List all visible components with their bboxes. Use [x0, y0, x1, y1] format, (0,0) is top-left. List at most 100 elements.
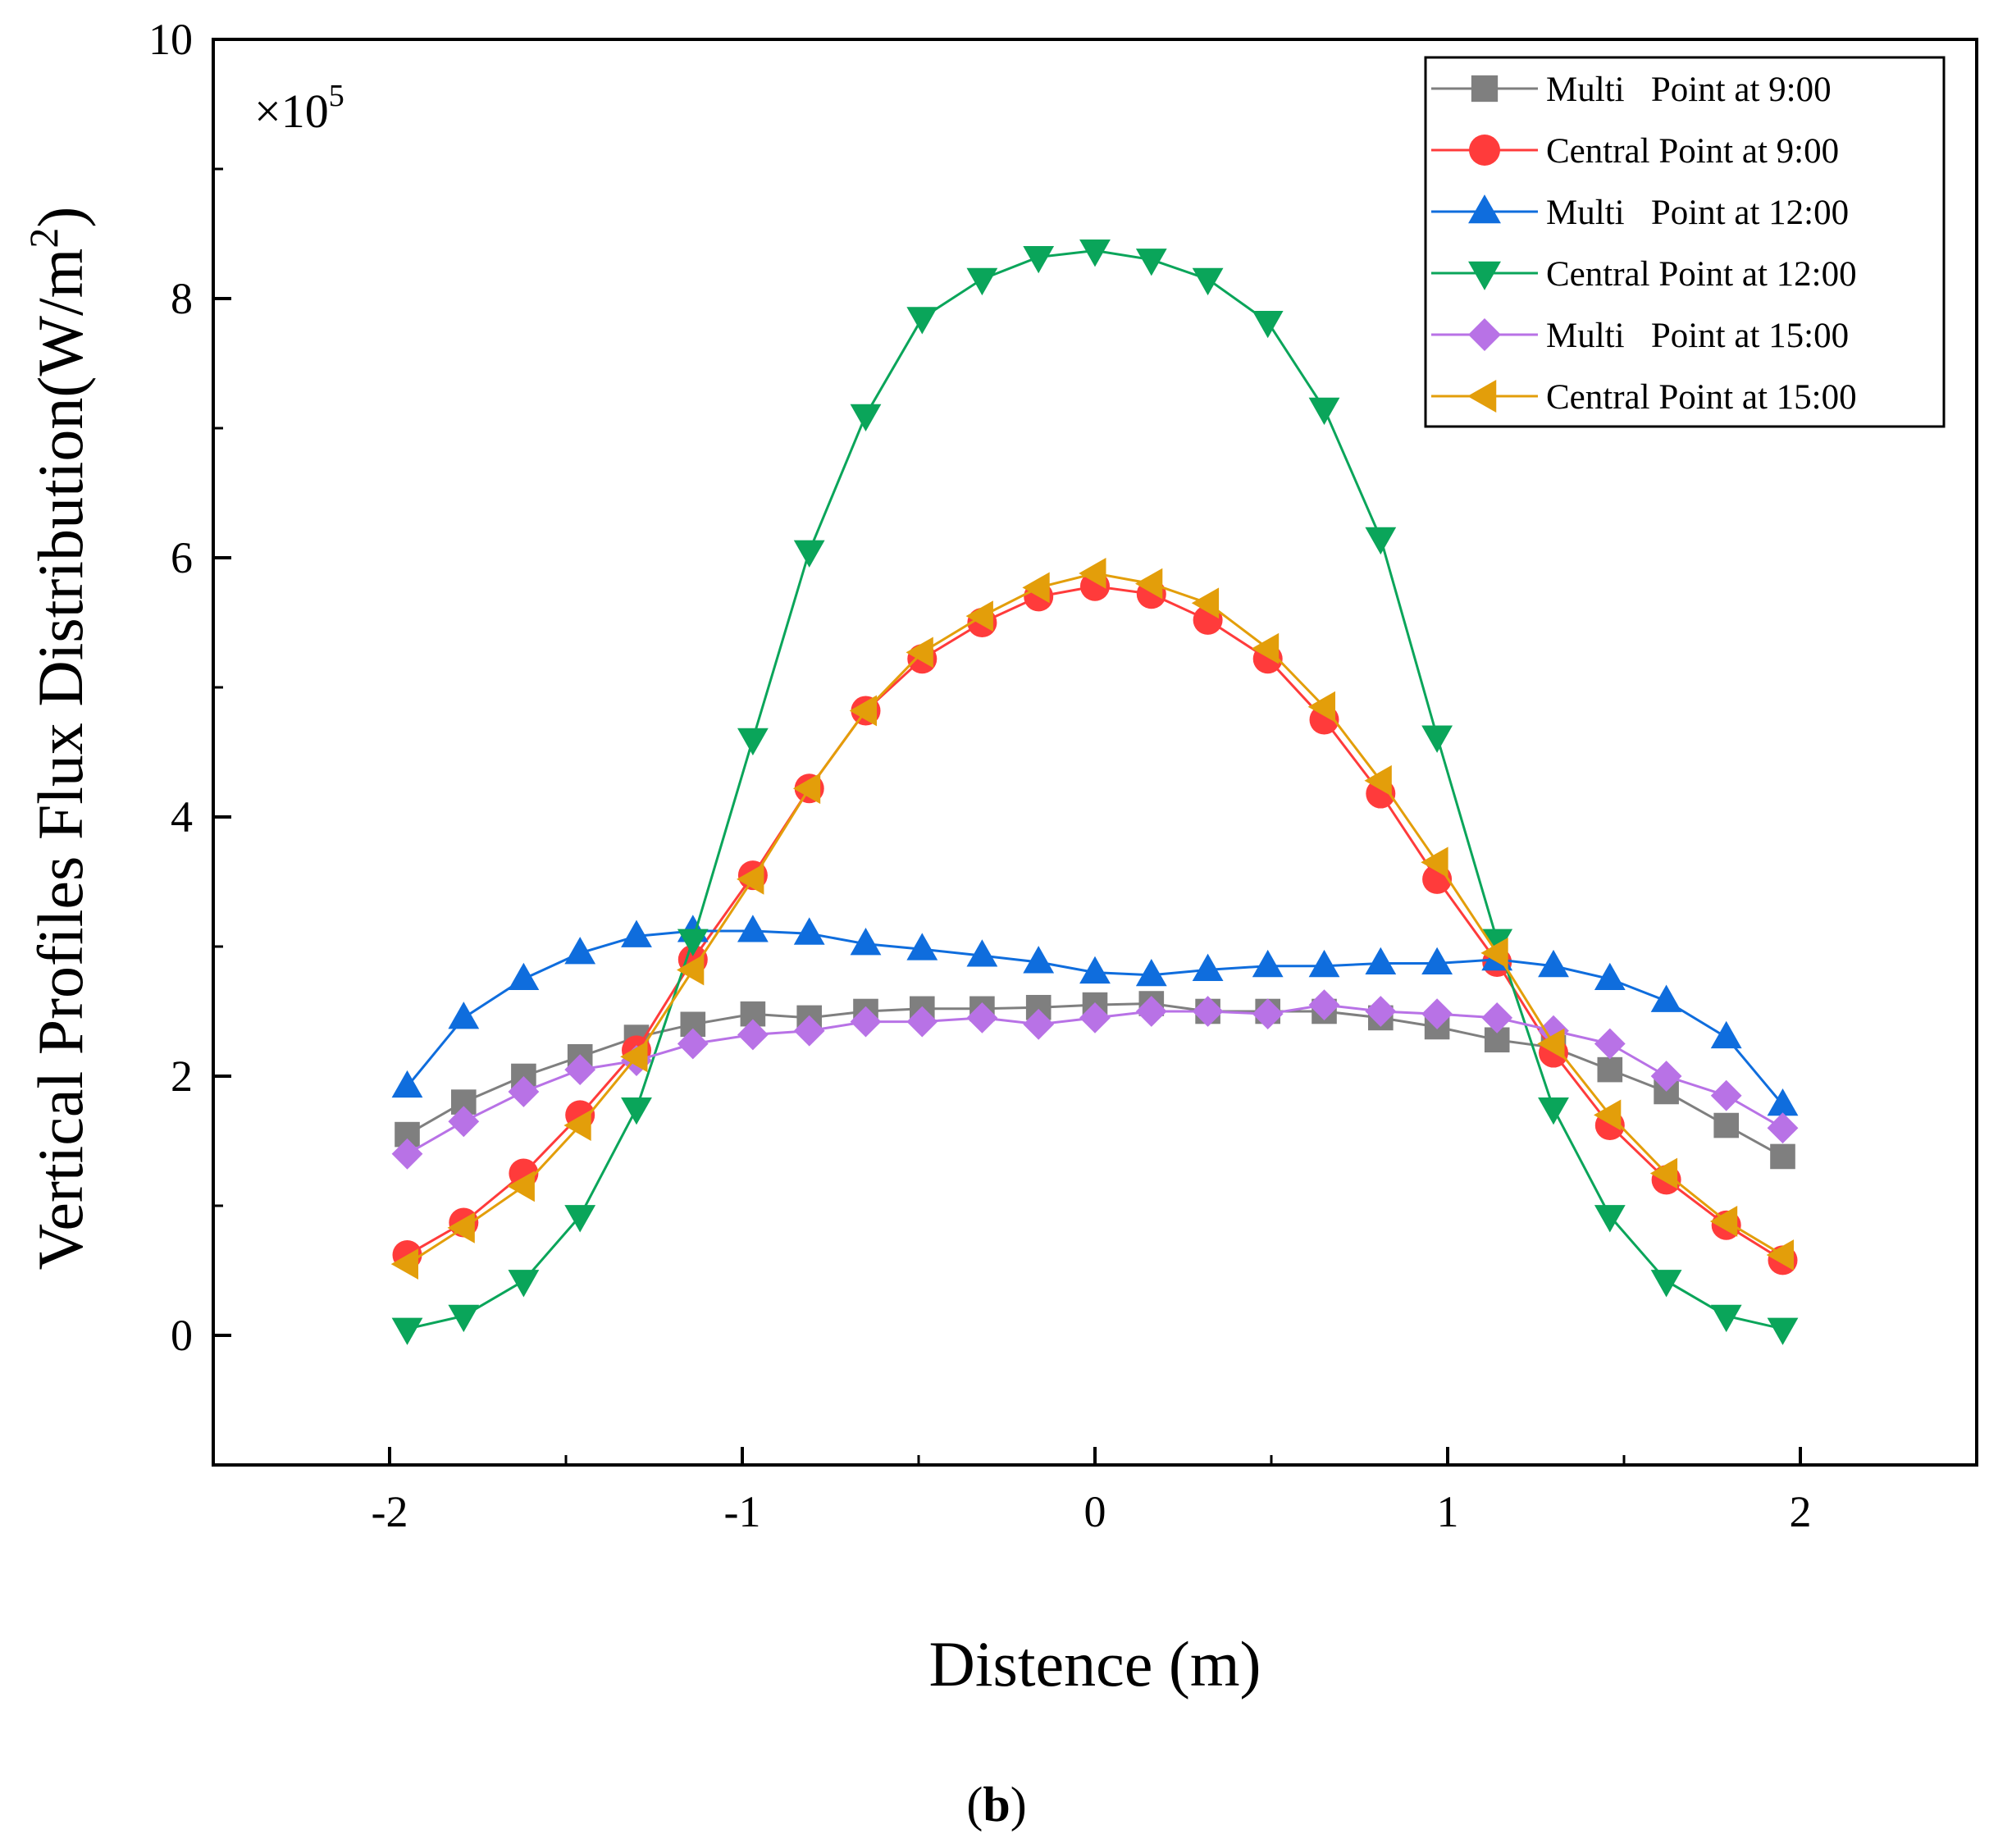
data-point-diamond: [966, 1002, 998, 1034]
data-point-triangle-left: [906, 637, 933, 668]
data-point-triangle-up: [564, 937, 596, 965]
data-point-diamond: [1767, 1112, 1799, 1144]
data-point-triangle-up: [1365, 947, 1397, 975]
data-point-triangle-down: [448, 1304, 480, 1333]
y-axis-title-suffix: ): [25, 207, 96, 228]
data-point-square: [1597, 1056, 1623, 1083]
data-point-triangle-down: [966, 267, 998, 296]
legend-label: Multi Point at 9:00: [1546, 71, 1832, 109]
legend-entry-4: Central Point at 12:00: [1431, 255, 1857, 294]
legend-label: Central Point at 15:00: [1546, 378, 1857, 417]
data-point-triangle-up: [391, 1070, 423, 1098]
figure-caption-letter: b: [983, 1777, 1010, 1832]
data-point-triangle-left: [1364, 764, 1392, 796]
data-point-triangle-up: [793, 917, 825, 945]
data-point-diamond: [1135, 996, 1167, 1027]
data-point-diamond: [737, 1019, 769, 1051]
legend-label: Central Point at 12:00: [1546, 255, 1857, 294]
data-point-triangle-down: [1079, 240, 1111, 267]
data-point-square: [1713, 1112, 1739, 1138]
data-point-triangle-left: [1079, 558, 1106, 589]
data-point-triangle-down: [677, 929, 709, 956]
data-point-diamond: [1468, 318, 1501, 351]
data-point-diamond: [1594, 1028, 1626, 1060]
y-tick-label: 10: [148, 15, 193, 64]
series-6: [390, 558, 1794, 1280]
data-point-triangle-left: [447, 1211, 475, 1243]
series-line: [406, 585, 1784, 1262]
data-point-diamond: [1192, 996, 1224, 1027]
data-point-triangle-down: [1650, 1270, 1682, 1298]
data-point-triangle-down: [1135, 249, 1167, 276]
data-point-triangle-left: [1480, 938, 1508, 969]
y-tick-label: 2: [171, 1052, 193, 1101]
data-point-triangle-left: [792, 773, 821, 805]
series-3: [391, 915, 1799, 1116]
data-point-triangle-left: [390, 1248, 418, 1280]
data-point-triangle-left: [1467, 380, 1497, 413]
data-point-triangle-left: [1709, 1206, 1738, 1237]
y-axis-title-superscript: 2: [21, 228, 66, 249]
data-point-triangle-down: [508, 1270, 540, 1298]
data-point-diamond: [906, 1006, 938, 1038]
data-point-diamond: [1308, 989, 1340, 1020]
data-point-triangle-left: [1307, 691, 1335, 723]
data-point-diamond: [391, 1138, 423, 1170]
data-point-diamond: [508, 1076, 540, 1107]
data-point-triangle-down: [1481, 929, 1513, 956]
y-axis-multiplier-exponent: 5: [329, 79, 344, 113]
data-point-triangle-left: [1537, 1028, 1565, 1060]
data-point-triangle-down: [1468, 261, 1501, 290]
data-point-triangle-up: [850, 928, 882, 956]
data-point-diamond: [850, 1006, 882, 1038]
x-axis-title: Distence (m): [928, 1628, 1261, 1700]
data-point-triangle-down: [1023, 245, 1055, 274]
x-tick-label: 2: [1790, 1487, 1812, 1536]
data-point-triangle-up: [737, 915, 769, 942]
data-point-triangle-up: [1252, 949, 1284, 978]
data-point-triangle-left: [563, 1110, 591, 1141]
data-point-triangle-up: [1079, 956, 1111, 984]
data-point-diamond: [1252, 998, 1284, 1030]
data-point-diamond: [1023, 1008, 1055, 1040]
data-point-triangle-left: [1649, 1157, 1678, 1189]
data-point-diamond: [1650, 1061, 1682, 1092]
x-tick-label: 1: [1437, 1487, 1459, 1536]
data-point-triangle-left: [620, 1041, 648, 1073]
data-point-triangle-down: [1365, 527, 1397, 555]
y-axis-multiplier: ×105: [254, 79, 344, 138]
data-point-triangle-down: [737, 728, 769, 755]
legend-entry-3: Multi Point at 12:00: [1431, 194, 1849, 232]
legend-box: [1424, 56, 1946, 428]
data-point-triangle-left: [1135, 568, 1163, 600]
legend-label: Central Point at 9:00: [1546, 132, 1839, 171]
series-line: [406, 572, 1784, 1266]
data-point-triangle-up: [621, 919, 652, 947]
data-point-triangle-left: [1251, 632, 1280, 664]
data-point-triangle-up: [1421, 947, 1453, 975]
data-point-square: [1770, 1143, 1795, 1170]
data-point-triangle-up: [1135, 958, 1167, 987]
y-tick-label: 4: [171, 792, 193, 842]
data-point-diamond: [564, 1054, 596, 1085]
data-point-triangle-up: [1308, 949, 1340, 978]
data-point-triangle-left: [1191, 587, 1220, 619]
data-point-triangle-up: [1650, 984, 1682, 1012]
y-tick-label: 0: [171, 1311, 193, 1360]
y-tick-label: 8: [171, 274, 193, 323]
plot-frame: [212, 38, 1978, 1467]
data-point-triangle-down: [1192, 267, 1224, 296]
data-point-triangle-up: [1767, 1088, 1799, 1116]
y-axis-title: Vertical Profiles Flux Distribution(W/m2…: [21, 207, 96, 1271]
data-point-triangle-down: [793, 540, 825, 568]
data-point-diamond: [1710, 1079, 1742, 1111]
legend-entry-1: Multi Point at 9:00: [1431, 71, 1832, 109]
series-layer: [390, 240, 1799, 1345]
y-tick-label: 6: [171, 533, 193, 582]
data-point-diamond: [793, 1015, 825, 1047]
legend-entry-5: Multi Point at 15:00: [1431, 317, 1849, 355]
data-point-triangle-left: [1594, 1099, 1622, 1131]
legend-entry-6: Central Point at 15:00: [1431, 378, 1857, 417]
legend: Multi Point at 9:00 Central Point at 9:00…: [1424, 56, 1946, 428]
